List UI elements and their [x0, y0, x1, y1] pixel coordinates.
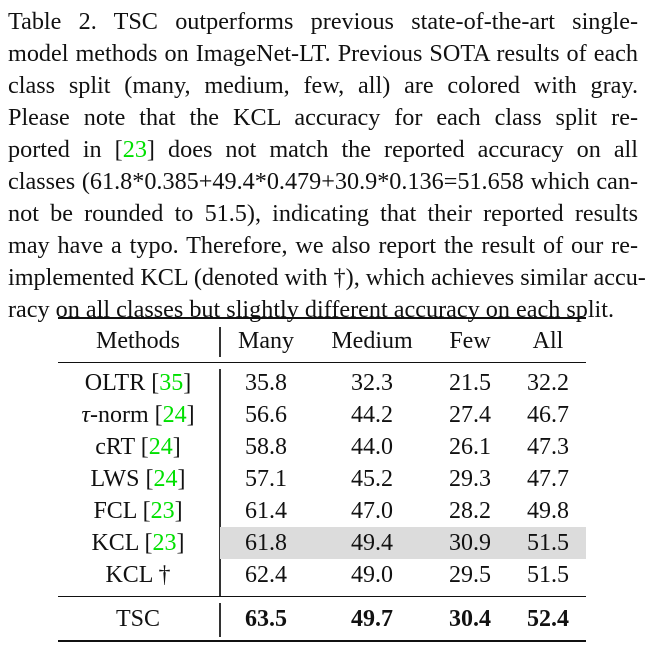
- many-cell: 56.6: [245, 402, 287, 428]
- table-row: τ-norm [24] 56.6 44.2 27.4 46.7: [58, 399, 586, 431]
- few-cell: 29.3: [449, 466, 491, 492]
- top-rule: [58, 317, 586, 319]
- caption-line: class split (many, medium, few, all) are…: [8, 72, 638, 99]
- citation-link[interactable]: 23: [150, 498, 175, 524]
- column-divider: [219, 369, 221, 597]
- caption-line: ported in [23] does not match the report…: [8, 136, 638, 163]
- citation-link[interactable]: 24: [148, 434, 173, 460]
- many-cell: 61.8: [245, 530, 287, 556]
- method-cell: LWS [24]: [90, 466, 186, 492]
- many-cell: 62.4: [245, 562, 287, 588]
- caption-line: racy on all classes but slightly differe…: [8, 296, 615, 323]
- column-divider: [219, 603, 221, 637]
- medium-cell: 44.2: [351, 402, 393, 428]
- header-few: Few: [449, 328, 491, 354]
- header-medium: Medium: [331, 328, 413, 354]
- method-cell: KCL †: [105, 562, 171, 588]
- few-cell: 30.9: [449, 530, 491, 556]
- all-cell: 46.7: [527, 402, 569, 428]
- citation-link[interactable]: 35: [159, 370, 184, 396]
- citation-link[interactable]: 23: [152, 530, 177, 556]
- few-cell: 29.5: [449, 562, 491, 588]
- header-row: Methods Many Medium Few All: [58, 325, 586, 357]
- bottom-rule: [58, 640, 586, 642]
- few-cell: 28.2: [449, 498, 491, 524]
- mid-rule: [58, 362, 586, 364]
- medium-cell: 32.3: [351, 370, 393, 396]
- ours-row: TSC 63.5 49.7 30.4 52.4: [58, 603, 586, 635]
- all-cell: 32.2: [527, 370, 569, 396]
- medium-cell: 47.0: [351, 498, 393, 524]
- medium-cell: 49.4: [351, 530, 393, 556]
- caption-text: ported in: [8, 136, 115, 163]
- header-all: All: [532, 328, 564, 354]
- method-cell: TSC: [115, 606, 160, 632]
- citation-link[interactable]: 23: [122, 136, 147, 163]
- caption-text: does not match the reported accuracy on …: [154, 136, 638, 163]
- all-cell: 47.7: [527, 466, 569, 492]
- gray-highlight: [220, 527, 586, 559]
- many-cell: 57.1: [245, 466, 287, 492]
- caption-line: may have a typo. Therefore, we also repo…: [8, 232, 638, 259]
- many-cell: 58.8: [245, 434, 287, 460]
- caption-line: Table 2. TSC outperforms previous state-…: [8, 8, 638, 35]
- header-methods: Methods: [96, 328, 180, 354]
- many-cell: 63.5: [245, 606, 287, 632]
- caption-line: implemented KCL (denoted with †), which …: [8, 264, 645, 291]
- table-row: FCL [23] 61.4 47.0 28.2 49.8: [58, 495, 586, 527]
- all-cell: 52.4: [527, 606, 569, 632]
- table-row: LWS [24] 57.1 45.2 29.3 47.7: [58, 463, 586, 495]
- header-many: Many: [238, 328, 294, 354]
- table-caption: Table 2. TSC outperforms previous state-…: [8, 6, 645, 326]
- method-cell: cRT [24]: [95, 434, 181, 460]
- table-row: OLTR [35] 35.8 32.3 21.5 32.2: [58, 367, 586, 399]
- medium-cell: 44.0: [351, 434, 393, 460]
- caption-line: model methods on ImageNet-LT. Previous S…: [8, 40, 638, 67]
- few-cell: 30.4: [449, 606, 491, 632]
- all-cell: 47.3: [527, 434, 569, 460]
- method-cell: FCL [23]: [93, 498, 183, 524]
- citation-link[interactable]: 24: [162, 402, 187, 428]
- method-cell: KCL [23]: [91, 530, 185, 556]
- citation-link[interactable]: 24: [153, 466, 178, 492]
- few-cell: 27.4: [449, 402, 491, 428]
- table-row: cRT [24] 58.8 44.0 26.1 47.3: [58, 431, 586, 463]
- column-divider: [219, 327, 221, 357]
- medium-cell: 49.0: [351, 562, 393, 588]
- caption-line: classes (61.8*0.385+49.4*0.479+30.9*0.13…: [8, 168, 638, 195]
- many-cell: 61.4: [245, 498, 287, 524]
- table-row: KCL † 62.4 49.0 29.5 51.5: [58, 559, 586, 591]
- table-row-highlighted: KCL [23] 61.8 49.4 30.9 51.5: [58, 527, 586, 559]
- all-cell: 49.8: [527, 498, 569, 524]
- medium-cell: 45.2: [351, 466, 393, 492]
- method-cell: OLTR [35]: [84, 370, 192, 396]
- method-cell: τ-norm [24]: [81, 402, 195, 428]
- mid-rule: [58, 596, 586, 598]
- all-cell: 51.5: [527, 562, 569, 588]
- caption-line: not be rounded to 51.5), indicating that…: [8, 200, 638, 227]
- all-cell: 51.5: [527, 530, 569, 556]
- medium-cell: 49.7: [351, 606, 393, 632]
- many-cell: 35.8: [245, 370, 287, 396]
- few-cell: 26.1: [449, 434, 491, 460]
- caption-line: Please note that the KCL accuracy for ea…: [8, 104, 638, 131]
- few-cell: 21.5: [449, 370, 491, 396]
